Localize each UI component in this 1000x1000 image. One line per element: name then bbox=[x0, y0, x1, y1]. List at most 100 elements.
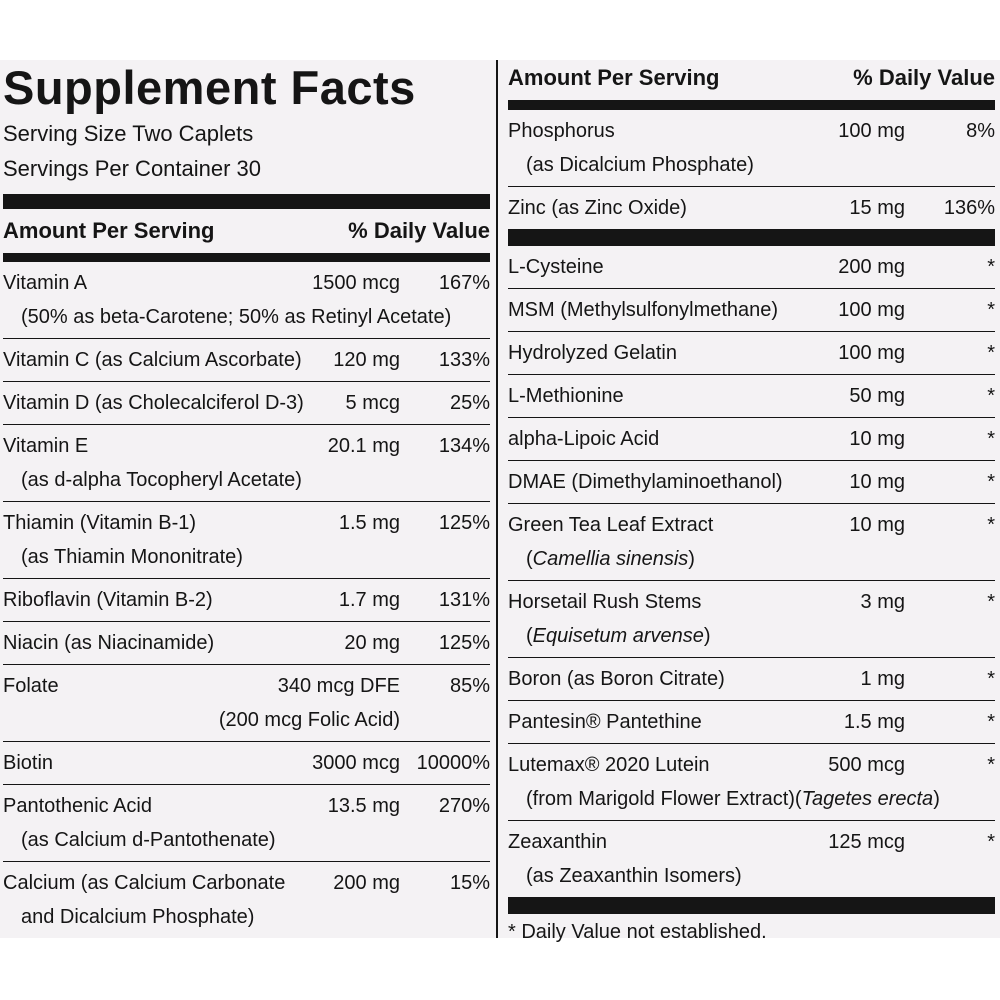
daily-value: * bbox=[987, 668, 995, 690]
detail-text: (as Zeaxanthin Isomers) bbox=[526, 865, 742, 887]
detail-text: Equisetum arvense bbox=[532, 625, 704, 647]
thick-bar bbox=[3, 194, 490, 209]
other-rows: L-Cysteine 200 mg * MSM (Methylsulfonylmeth… bbox=[508, 246, 995, 897]
header-amount: Amount Per Serving bbox=[3, 218, 215, 243]
nutrient-name: Hydrolyzed Gelatin bbox=[508, 342, 677, 364]
daily-value: 136% bbox=[943, 197, 995, 219]
daily-value: 131% bbox=[438, 589, 490, 611]
header: Amount Per Serving % Daily Value bbox=[508, 60, 995, 100]
nutrient-name: L-Cysteine bbox=[508, 256, 604, 278]
nutrient-name: Pantesin® Pantethine bbox=[508, 711, 702, 733]
nutrient-row: Phosphorus 100 mg 8% (as Dicalcium Phosphat… bbox=[508, 110, 995, 187]
nutrient-row: Niacin (as Niacinamide) 20 mg 125% bbox=[3, 622, 490, 665]
amount: 5 mcg bbox=[345, 392, 400, 414]
nutrient-detail: (as d-alpha Tocopheryl Acetate) bbox=[3, 463, 490, 497]
header-dv: % Daily Value bbox=[853, 65, 995, 90]
nutrient-row: MSM (Methylsulfonylmethane) 100 mg * bbox=[508, 289, 995, 332]
daily-value: 125% bbox=[438, 632, 490, 654]
daily-value: 15% bbox=[449, 872, 490, 894]
detail-text: (as d-alpha Tocopheryl Acetate) bbox=[21, 469, 302, 491]
nutrient-row: Zeaxanthin 125 mcg * (as Zeaxanthin Isomers… bbox=[508, 821, 995, 897]
nutrient-row: Calcium (as Calcium Carbonate 200 mg 15% an… bbox=[3, 862, 490, 938]
amount: 20.1 mg bbox=[327, 435, 400, 457]
nutrient-row: alpha-Lipoic Acid 10 mg * bbox=[508, 418, 995, 461]
amount: 10 mg bbox=[849, 471, 905, 493]
nutrient-detail: (as Zeaxanthin Isomers) bbox=[508, 859, 995, 893]
amount: 500 mcg bbox=[828, 754, 905, 776]
detail-text: ) bbox=[688, 548, 695, 570]
footnote: * Daily Value not established. bbox=[508, 921, 767, 943]
daily-value: * bbox=[987, 299, 995, 321]
nutrient-rows: Vitamin A 1500 mcg 167% (50% as beta-Carote… bbox=[3, 262, 490, 938]
amount: 10 mg bbox=[849, 514, 905, 536]
daily-value: * bbox=[987, 428, 995, 450]
serving-size: Serving Size Two Caplets bbox=[3, 121, 254, 146]
amount: 1 mg bbox=[860, 668, 905, 690]
thick-bar bbox=[508, 897, 995, 914]
daily-value: 25% bbox=[449, 392, 490, 414]
nutrient-row: Pantesin® Pantethine 1.5 mg * bbox=[508, 701, 995, 744]
amount: 100 mg bbox=[838, 342, 905, 364]
nutrient-row: Vitamin A 1500 mcg 167% (50% as beta-Carote… bbox=[3, 262, 490, 339]
title: Supplement Facts bbox=[3, 61, 416, 114]
nutrient-detail: (200 mcg Folic Acid) bbox=[3, 703, 400, 737]
nutrient-name: Riboflavin (Vitamin B-2) bbox=[3, 589, 213, 611]
detail-text: (50% as beta-Carotene; 50% as Retinyl Ac… bbox=[21, 306, 452, 328]
nutrient-name: Zeaxanthin bbox=[508, 831, 607, 853]
nutrient-detail: (as Dicalcium Phosphate) bbox=[508, 148, 995, 182]
amount: 3 mg bbox=[860, 591, 905, 613]
amount: 200 mg bbox=[838, 256, 905, 278]
daily-value: 85% bbox=[449, 675, 490, 697]
nutrient-name: MSM (Methylsulfonylmethane) bbox=[508, 299, 779, 321]
nutrient-name: Folate bbox=[3, 675, 59, 697]
amount: 125 mcg bbox=[828, 831, 905, 853]
daily-value: 10000% bbox=[416, 752, 490, 774]
nutrient-name: Phosphorus bbox=[508, 120, 615, 142]
amount: 3000 mcg bbox=[312, 752, 400, 774]
right-column: Amount Per Serving % Daily Value Phospho… bbox=[508, 60, 995, 950]
detail-text: (as Thiamin Mononitrate) bbox=[21, 546, 243, 568]
nutrient-row: Pantothenic Acid 13.5 mg 270% (as Calcium d… bbox=[3, 785, 490, 862]
nutrient-name: Calcium (as Calcium Carbonate bbox=[3, 872, 286, 894]
daily-value: 167% bbox=[438, 272, 490, 294]
daily-value: * bbox=[987, 514, 995, 536]
daily-value: * bbox=[987, 256, 995, 278]
daily-value: * bbox=[987, 754, 995, 776]
daily-value: * bbox=[987, 342, 995, 364]
detail-text: Camellia sinensis bbox=[532, 548, 689, 570]
nutrient-detail: (Camellia sinensis) bbox=[508, 542, 995, 576]
bar bbox=[3, 253, 490, 262]
amount: 10 mg bbox=[849, 428, 905, 450]
nutrient-row: Hydrolyzed Gelatin 100 mg * bbox=[508, 332, 995, 375]
amount: 1.5 mg bbox=[338, 512, 400, 534]
nutrient-row: Folate 340 mcg DFE 85% (200 mcg Folic Acid) bbox=[3, 665, 490, 742]
nutrient-name: Green Tea Leaf Extract bbox=[508, 514, 714, 536]
nutrient-detail: (as Calcium d-Pantothenate) bbox=[3, 823, 490, 857]
nutrient-name: Boron (as Boron Citrate) bbox=[508, 668, 725, 690]
nutrient-name: Horsetail Rush Stems bbox=[508, 591, 702, 613]
detail-text: (200 mcg Folic Acid) bbox=[218, 709, 400, 731]
nutrient-detail: (as Thiamin Mononitrate) bbox=[3, 540, 490, 574]
nutrient-row: Horsetail Rush Stems 3 mg * (Equisetum arve… bbox=[508, 581, 995, 658]
label-panel: Supplement Facts Serving Size Two Caplet… bbox=[0, 60, 1000, 943]
amount: 15 mg bbox=[849, 197, 905, 219]
nutrient-name: L-Methionine bbox=[508, 385, 624, 407]
thick-bar bbox=[508, 229, 995, 246]
header-dv: % Daily Value bbox=[348, 218, 490, 243]
detail-text: ) bbox=[703, 625, 711, 647]
bar bbox=[508, 100, 995, 110]
nutrient-row: Boron (as Boron Citrate) 1 mg * bbox=[508, 658, 995, 701]
nutrient-row: DMAE (Dimethylaminoethanol) 10 mg * bbox=[508, 461, 995, 504]
detail-text: Tagetes erecta bbox=[801, 788, 934, 810]
amount: 100 mg bbox=[838, 299, 905, 321]
column-divider bbox=[496, 60, 498, 938]
nutrient-detail: and Dicalcium Phosphate) bbox=[3, 900, 490, 934]
nutrient-name: Thiamin (Vitamin B-1) bbox=[3, 512, 197, 534]
detail-text: (from Marigold Flower Extract)( bbox=[526, 788, 802, 810]
amount: 100 mg bbox=[838, 120, 905, 142]
amount: 1.5 mg bbox=[843, 711, 905, 733]
nutrient-row: Vitamin C (as Calcium Ascorbate) 120 mg 13… bbox=[3, 339, 490, 382]
daily-value: * bbox=[987, 591, 995, 613]
nutrient-name: Vitamin E bbox=[3, 435, 89, 457]
nutrient-row: Lutemax® 2020 Lutein 500 mcg * (from Marigo… bbox=[508, 744, 995, 821]
